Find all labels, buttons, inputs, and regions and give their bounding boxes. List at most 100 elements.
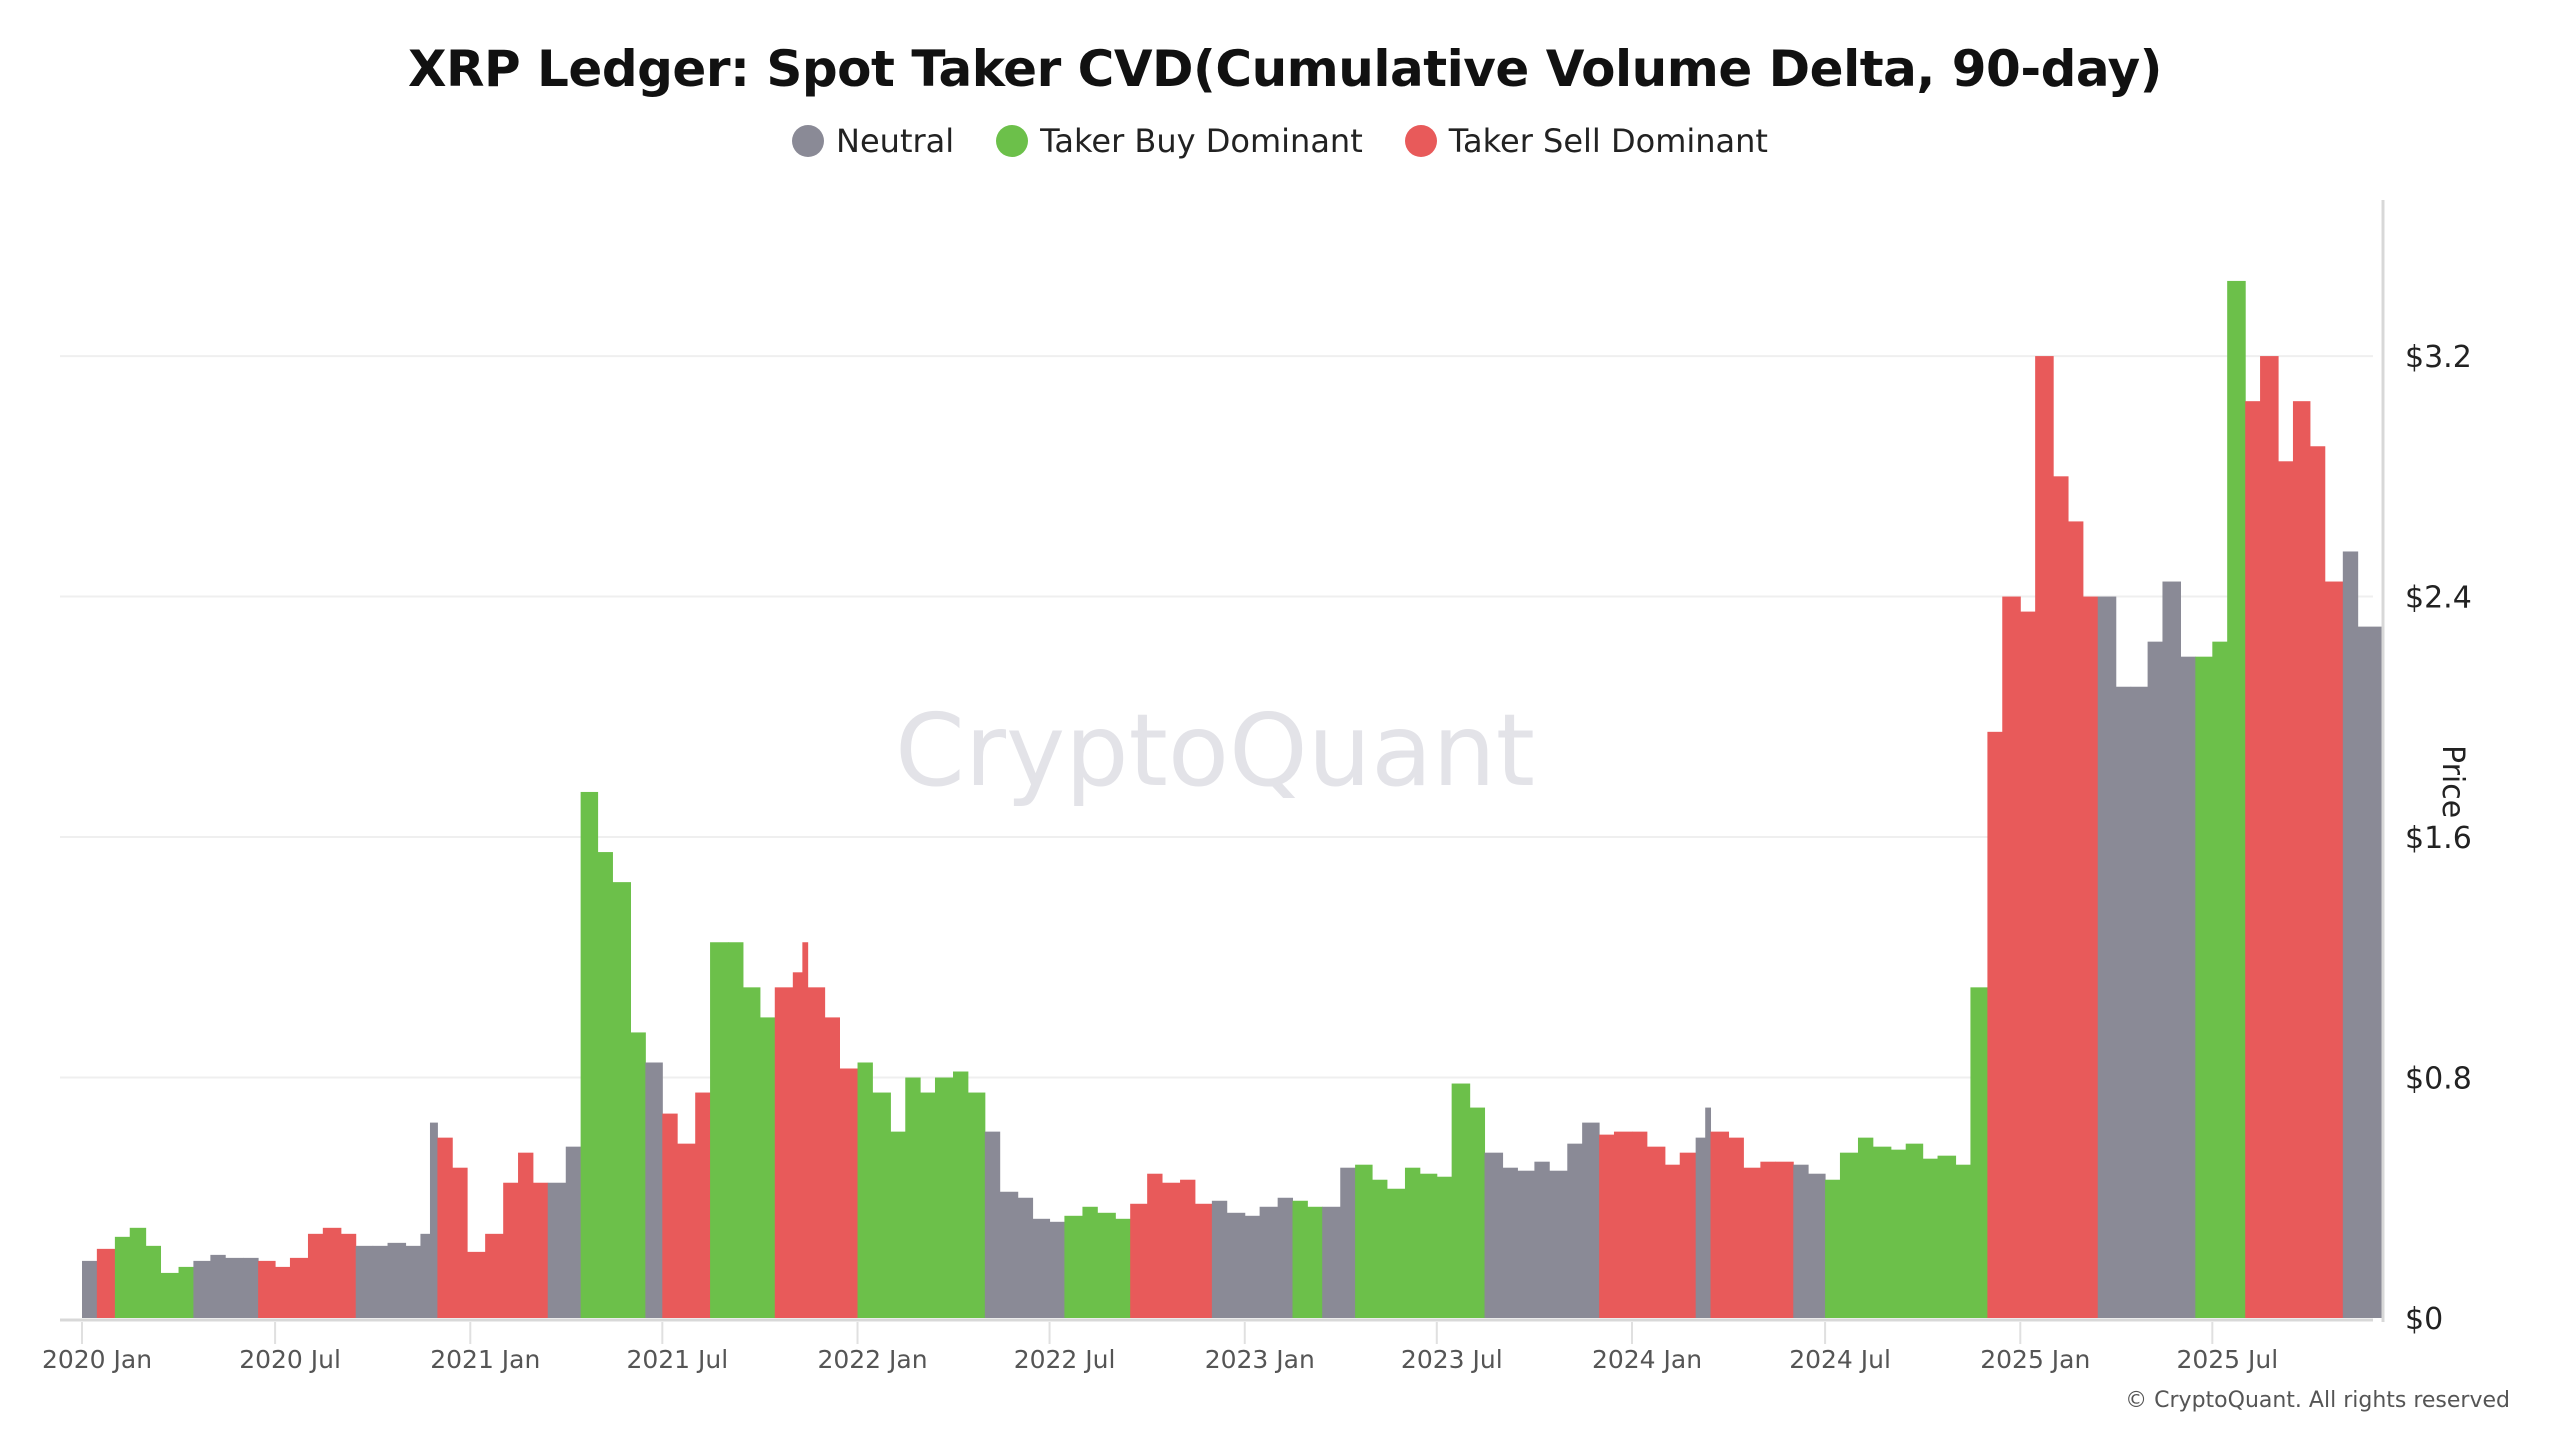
- price-bar: [275, 1266, 291, 1318]
- price-bar: [1646, 1146, 1666, 1318]
- price-bar: [1082, 1206, 1098, 1318]
- price-bar: [1517, 1170, 1535, 1318]
- price-bar: [1599, 1134, 1615, 1318]
- price-bar: [1922, 1158, 1939, 1318]
- price-bar: [2180, 656, 2196, 1318]
- price-bar: [2002, 596, 2021, 1318]
- price-bar: [307, 1233, 324, 1318]
- price-bar: [2162, 581, 2181, 1318]
- price-bar: [1404, 1167, 1421, 1318]
- price-bar: [2357, 626, 2383, 1318]
- price-bar: [630, 1032, 646, 1318]
- price-bar: [1226, 1212, 1246, 1318]
- price-bar: [1130, 1203, 1148, 1318]
- price-bar: [1147, 1173, 1163, 1318]
- price-bar: [1987, 731, 2003, 1318]
- price-bar: [1017, 1197, 1034, 1318]
- legend-item-buy[interactable]: Taker Buy Dominant: [996, 122, 1363, 160]
- price-bar: [355, 1245, 374, 1318]
- price-bar: [1613, 1131, 1633, 1318]
- price-bar: [387, 1242, 407, 1318]
- legend-label: Taker Sell Dominant: [1448, 122, 1768, 160]
- x-tick-label: 2020 Jan: [42, 1345, 152, 1374]
- price-bar: [1194, 1203, 1213, 1318]
- legend-item-neutral[interactable]: Neutral: [792, 122, 954, 160]
- price-bar: [2020, 611, 2036, 1318]
- sell-dot-icon: [1404, 125, 1437, 157]
- price-bar: [807, 987, 826, 1318]
- price-bar: [1970, 987, 1988, 1318]
- price-bar: [1277, 1197, 1294, 1318]
- price-bar: [429, 1122, 438, 1318]
- y-tick-label: $0.8: [2405, 1062, 2472, 1097]
- price-bar: [1322, 1206, 1341, 1318]
- price-bar: [1064, 1215, 1083, 1318]
- price-bar: [1760, 1161, 1776, 1318]
- price-bar: [2292, 401, 2311, 1318]
- y-tick-label: $1.6: [2405, 821, 2472, 856]
- price-bar: [645, 1062, 663, 1318]
- x-tick-label: 2020 Jul: [239, 1345, 341, 1374]
- price-bar: [967, 1092, 986, 1318]
- price-bar: [258, 1260, 276, 1318]
- price-bar: [1549, 1170, 1568, 1318]
- price-bar: [243, 1257, 259, 1318]
- price-bar: [503, 1182, 519, 1318]
- price-bar: [210, 1254, 226, 1318]
- price-bar: [872, 1092, 891, 1318]
- price-bar: [695, 1092, 711, 1318]
- price-bar: [1710, 1131, 1730, 1318]
- price-bar: [129, 1227, 147, 1318]
- x-tick-label: 2024 Jan: [1592, 1345, 1702, 1374]
- price-bar: [1567, 1143, 1583, 1318]
- price-bar: [774, 987, 794, 1318]
- price-bar: [742, 987, 761, 1318]
- price-bar: [2227, 280, 2246, 1319]
- price-bar: [452, 1167, 468, 1318]
- price-bar: [662, 1113, 678, 1318]
- price-bar: [857, 1062, 873, 1318]
- price-bar: [802, 942, 809, 1318]
- legend-item-sell[interactable]: Taker Sell Dominant: [1404, 122, 1768, 160]
- price-bar: [934, 1077, 954, 1318]
- price-bar: [1436, 1176, 1453, 1318]
- copyright: © CryptoQuant. All rights reserved: [2125, 1388, 2510, 1413]
- price-bar: [1451, 1083, 1471, 1318]
- price-bar: [160, 1272, 180, 1318]
- price-bar: [1728, 1137, 1744, 1318]
- price-bar: [1502, 1167, 1518, 1318]
- price-bar: [1937, 1155, 1957, 1318]
- price-bar: [2342, 551, 2359, 1318]
- price-bar: [1775, 1161, 1794, 1318]
- y-tick-label: $2.4: [2405, 581, 2472, 616]
- price-bar: [2309, 446, 2326, 1318]
- price-bar: [1097, 1212, 1116, 1318]
- price-bar: [225, 1257, 244, 1318]
- price-bar: [905, 1077, 921, 1318]
- x-tick-label: 2024 Jul: [1789, 1345, 1891, 1374]
- chart-title: XRP Ledger: Spot Taker CVD(Cumulative Vo…: [407, 40, 2163, 98]
- price-bar: [999, 1191, 1019, 1318]
- price-bar: [1244, 1215, 1261, 1318]
- price-bar: [984, 1131, 1001, 1318]
- price-bar: [1259, 1206, 1279, 1318]
- buy-dot-icon: [996, 125, 1029, 157]
- legend-label: Neutral: [836, 122, 955, 160]
- price-bar: [1355, 1164, 1373, 1318]
- price-bar: [1340, 1167, 1356, 1318]
- price-bar: [405, 1245, 421, 1318]
- price-bar: [2147, 641, 2163, 1318]
- x-tick-label: 2025 Jan: [1980, 1345, 2090, 1374]
- price-bar: [1825, 1179, 1841, 1318]
- price-bar: [597, 852, 613, 1318]
- price-bar: [547, 1182, 567, 1318]
- watermark: CryptoQuant: [895, 692, 1535, 809]
- x-tick-label: 2021 Jul: [626, 1345, 728, 1374]
- price-bar: [2212, 641, 2228, 1318]
- neutral-dot-icon: [792, 125, 825, 157]
- x-tick-label: 2022 Jan: [817, 1345, 927, 1374]
- price-bar: [2260, 356, 2279, 1319]
- price-bar: [1793, 1164, 1809, 1318]
- price-bar: [1890, 1149, 1907, 1318]
